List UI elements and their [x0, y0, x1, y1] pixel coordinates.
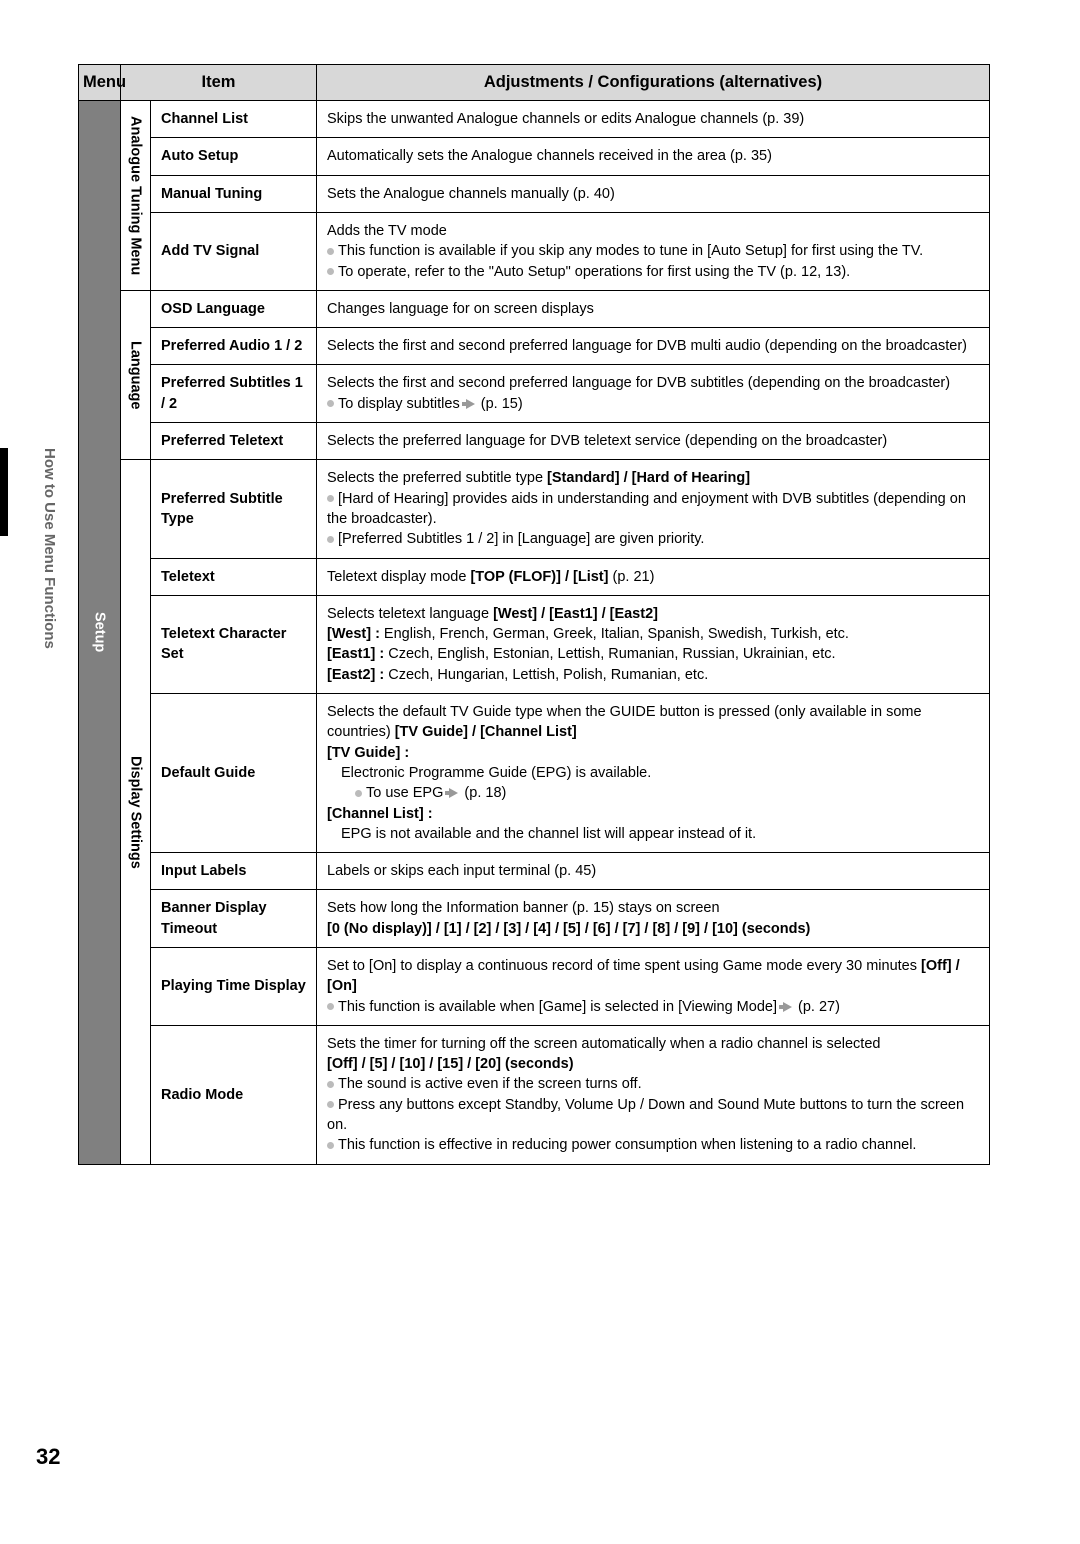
header-adjustments: Adjustments / Configurations (alternativ…: [317, 65, 990, 101]
item-description: Selects teletext language [West] / [East…: [317, 595, 990, 693]
item-description: Selects the preferred language for DVB t…: [317, 423, 990, 460]
item-description: Teletext display mode [TOP (FLOF)] / [Li…: [317, 558, 990, 595]
item-description: Sets the timer for turning off the scree…: [317, 1025, 990, 1164]
sub-section-label: Display Settings: [121, 460, 151, 1164]
sub-section-label: Analogue Tuning Menu: [121, 101, 151, 291]
item-description: Selects the preferred subtitle type [Sta…: [317, 460, 990, 558]
page-side-tab: [0, 448, 8, 536]
table-row: SetupAnalogue Tuning MenuChannel ListSki…: [79, 101, 990, 138]
header-item: Item: [121, 65, 317, 101]
table-row: Input LabelsLabels or skips each input t…: [79, 853, 990, 890]
table-row: Auto SetupAutomatically sets the Analogu…: [79, 138, 990, 175]
item-name: Manual Tuning: [151, 175, 317, 212]
table-row: LanguageOSD LanguageChanges language for…: [79, 290, 990, 327]
item-description: Adds the TV modeThis function is availab…: [317, 212, 990, 290]
item-description: Changes language for on screen displays: [317, 290, 990, 327]
item-description: Skips the unwanted Analogue channels or …: [317, 101, 990, 138]
item-name: Playing Time Display: [151, 948, 317, 1026]
item-name: Teletext Character Set: [151, 595, 317, 693]
table-row: Preferred Subtitles 1 / 2Selects the fir…: [79, 365, 990, 423]
table-header-row: Menu Item Adjustments / Configurations (…: [79, 65, 990, 101]
header-menu: Menu: [79, 65, 121, 101]
item-description: Automatically sets the Analogue channels…: [317, 138, 990, 175]
item-name: Radio Mode: [151, 1025, 317, 1164]
item-name: Auto Setup: [151, 138, 317, 175]
item-name: Banner Display Timeout: [151, 890, 317, 948]
item-description: Sets how long the Information banner (p.…: [317, 890, 990, 948]
table-row: Manual TuningSets the Analogue channels …: [79, 175, 990, 212]
item-name: Preferred Subtitles 1 / 2: [151, 365, 317, 423]
item-name: Preferred Teletext: [151, 423, 317, 460]
table-row: Add TV SignalAdds the TV modeThis functi…: [79, 212, 990, 290]
table-row: Default GuideSelects the default TV Guid…: [79, 694, 990, 853]
item-description: Selects the first and second preferred l…: [317, 328, 990, 365]
item-description: Selects the first and second preferred l…: [317, 365, 990, 423]
item-description: Selects the default TV Guide type when t…: [317, 694, 990, 853]
table-row: Display SettingsPreferred Subtitle TypeS…: [79, 460, 990, 558]
table-row: Banner Display TimeoutSets how long the …: [79, 890, 990, 948]
settings-table: Menu Item Adjustments / Configurations (…: [78, 64, 990, 1165]
item-name: Channel List: [151, 101, 317, 138]
item-description: Labels or skips each input terminal (p. …: [317, 853, 990, 890]
item-name: Teletext: [151, 558, 317, 595]
item-name: Add TV Signal: [151, 212, 317, 290]
item-name: Default Guide: [151, 694, 317, 853]
sub-section-label: Language: [121, 290, 151, 459]
side-section-label: How to Use Menu Functions: [38, 448, 58, 728]
item-name: Input Labels: [151, 853, 317, 890]
item-name: OSD Language: [151, 290, 317, 327]
page-number: 32: [36, 1444, 60, 1470]
item-name: Preferred Audio 1 / 2: [151, 328, 317, 365]
table-row: Preferred TeletextSelects the preferred …: [79, 423, 990, 460]
menu-label-setup: Setup: [79, 101, 121, 1165]
table-row: Teletext Character SetSelects teletext l…: [79, 595, 990, 693]
table-row: Playing Time DisplaySet to [On] to displ…: [79, 948, 990, 1026]
item-description: Set to [On] to display a continuous reco…: [317, 948, 990, 1026]
item-name: Preferred Subtitle Type: [151, 460, 317, 558]
table-row: Radio ModeSets the timer for turning off…: [79, 1025, 990, 1164]
table-row: TeletextTeletext display mode [TOP (FLOF…: [79, 558, 990, 595]
item-description: Sets the Analogue channels manually (p. …: [317, 175, 990, 212]
table-row: Preferred Audio 1 / 2Selects the first a…: [79, 328, 990, 365]
